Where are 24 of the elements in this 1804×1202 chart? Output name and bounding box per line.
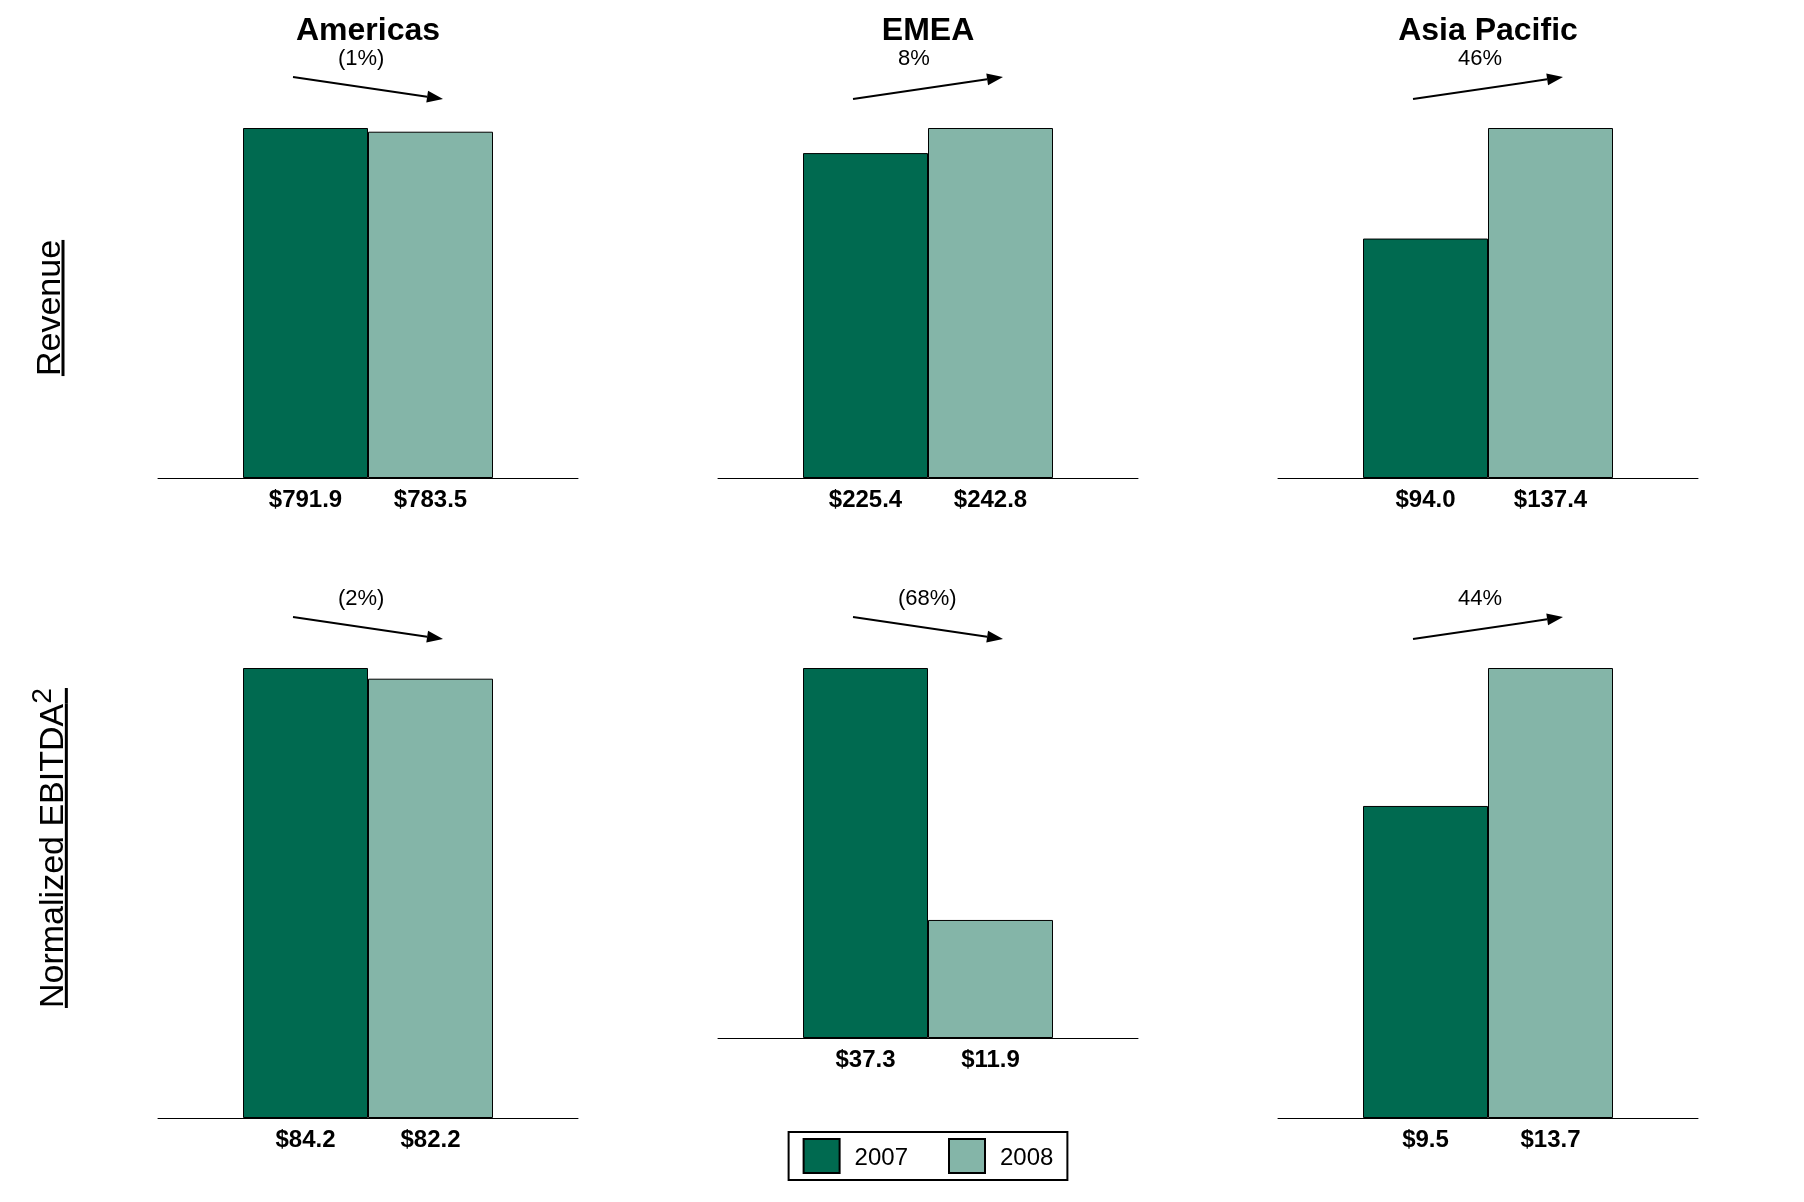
data-label: $9.5: [1402, 1124, 1449, 1152]
data-label: $37.3: [835, 1044, 896, 1072]
data-label: $242.8: [953, 484, 1028, 512]
data-label: $13.7: [1520, 1124, 1581, 1152]
text: (68%): [898, 584, 957, 610]
data-label: $791.9: [268, 484, 343, 512]
data-label: $84.2: [275, 1124, 336, 1152]
text: 46%: [1458, 44, 1503, 70]
chart-title: EMEA: [881, 11, 975, 47]
data-label: $82.2: [400, 1124, 461, 1152]
text: 44%: [1458, 584, 1503, 610]
text: (2%): [338, 584, 385, 610]
legend-label: 2007: [854, 1142, 908, 1170]
text: 8%: [898, 44, 930, 70]
text: (1%): [338, 44, 385, 70]
legend-label: 2008: [1000, 1142, 1054, 1170]
data-label: $94.0: [1395, 484, 1456, 512]
data-label: $783.5: [393, 484, 468, 512]
y-axis-title: Revenue: [28, 239, 68, 377]
data-label: $225.4: [828, 484, 903, 512]
data-label: $11.9: [961, 1044, 1020, 1072]
data-label: $137.4: [1513, 484, 1588, 512]
chart-title: Americas: [295, 11, 441, 47]
chart-title: Asia Pacific: [1398, 11, 1578, 47]
